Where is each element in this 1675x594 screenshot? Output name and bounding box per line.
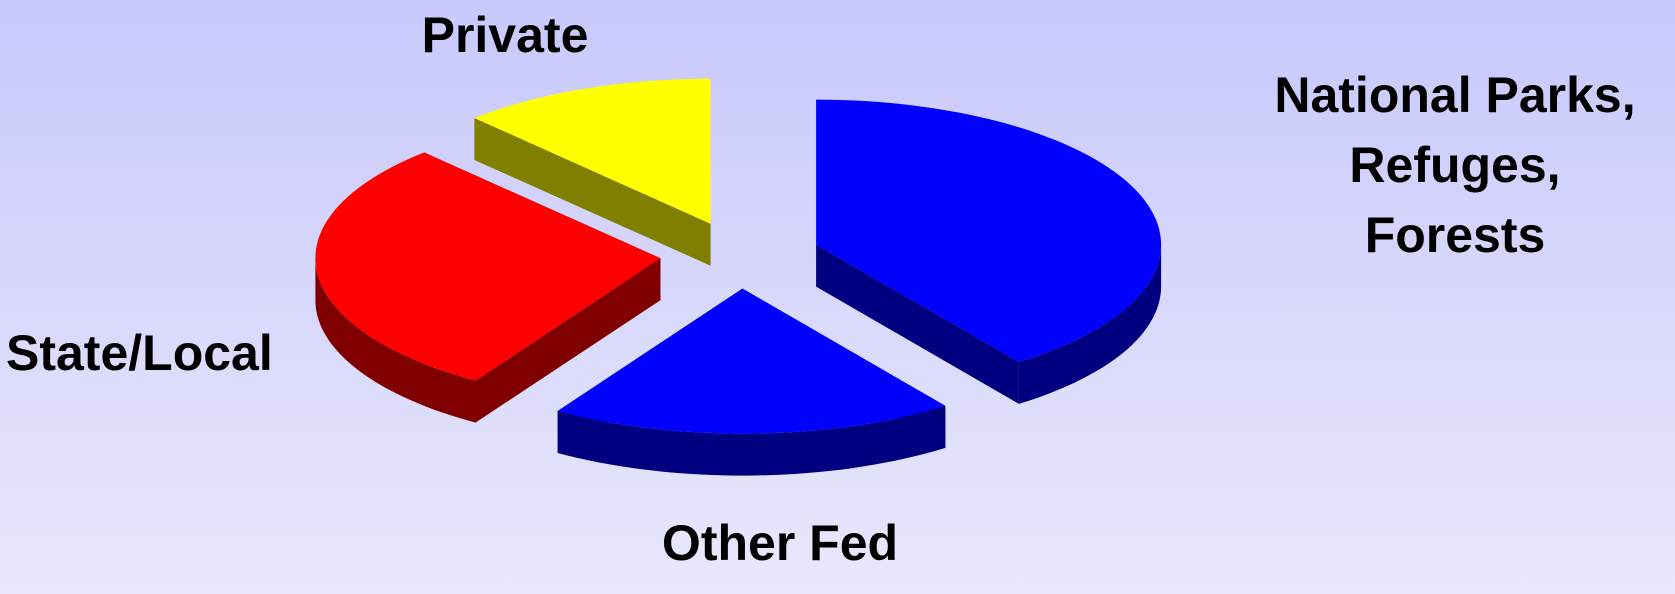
slice-label: National Parks, Refuges, Forests (1274, 67, 1636, 263)
slice-top (474, 78, 711, 224)
slice-label: State/Local (6, 325, 273, 381)
slice-side (474, 118, 711, 266)
slice-side (475, 258, 661, 423)
slice-label: Other Fed (661, 515, 899, 571)
slice (557, 288, 946, 476)
slice-side (557, 405, 946, 476)
slice-top (816, 99, 1162, 362)
slice (474, 78, 711, 266)
slice-top (315, 152, 661, 381)
slice-side (1018, 244, 1162, 404)
slice-side (315, 258, 476, 423)
slice-side (816, 244, 1019, 404)
slice-top (557, 288, 946, 434)
slice-label: Private (421, 7, 589, 63)
slice (315, 152, 661, 423)
slice (816, 99, 1162, 404)
